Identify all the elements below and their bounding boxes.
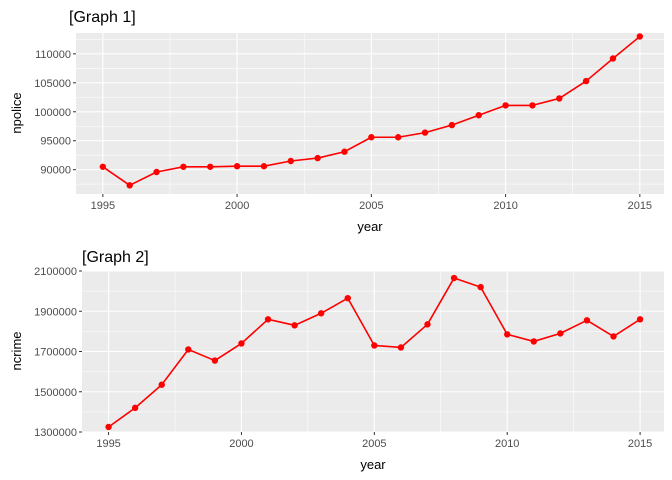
graph-2-series	[105, 274, 644, 431]
graph-2: [Graph 2] 1300000 1500000 1700000 1900000 21…	[9, 249, 664, 472]
data-point	[556, 95, 563, 102]
y-tick-label: 1700000	[34, 347, 77, 359]
data-point	[421, 129, 429, 136]
x-tick-label: 1995	[96, 438, 120, 450]
graph-2-y-axis-title: ncrime	[9, 331, 24, 370]
graph-1-title: [Graph 1]	[69, 9, 136, 26]
data-point	[371, 342, 378, 349]
data-point	[287, 157, 294, 165]
data-point	[99, 163, 107, 170]
y-tick-label: 100000	[34, 107, 71, 119]
y-tick-label: 2100000	[34, 266, 77, 278]
x-tick-label: 2005	[359, 200, 383, 212]
data-point	[394, 134, 402, 141]
x-tick-label: 2010	[493, 200, 517, 212]
graph-1-x-axis-title: year	[357, 219, 383, 234]
data-point	[153, 168, 160, 176]
graph-1-panel	[76, 33, 664, 194]
data-point	[529, 102, 536, 109]
graph-2-gridlines	[82, 270, 664, 433]
data-point	[233, 163, 241, 170]
x-tick-label: 2000	[229, 438, 253, 450]
data-point	[238, 340, 245, 347]
data-point	[583, 317, 591, 324]
x-tick-label: 1995	[91, 200, 115, 212]
y-tick-label: 105000	[34, 78, 71, 90]
graph-1: [Graph 1] 90000 95000 100000 105000 110000 1…	[9, 9, 664, 234]
data-point	[291, 322, 298, 329]
x-tick-label: 2005	[362, 438, 386, 450]
graph-1-series	[99, 33, 644, 189]
x-tick-label: 2000	[225, 200, 249, 212]
data-point	[610, 333, 617, 340]
data-point	[158, 381, 165, 388]
graph-1-gridlines	[76, 33, 664, 194]
data-point	[636, 316, 644, 323]
data-point	[502, 102, 509, 109]
data-point	[260, 163, 268, 170]
data-point	[448, 121, 456, 129]
y-tick-label: 1900000	[34, 306, 77, 318]
data-point	[314, 154, 321, 162]
graph-1-y-axis-title: npolice	[9, 92, 24, 133]
data-point	[211, 357, 219, 364]
data-point	[424, 321, 431, 328]
graph-1-y-axis: 90000 95000 100000 105000 110000	[34, 49, 76, 177]
x-tick-label: 2015	[628, 200, 652, 212]
graph-1-x-axis: 1995 2000 2005 2010 2015	[91, 194, 652, 212]
y-tick-label: 1500000	[34, 387, 77, 399]
data-point	[180, 163, 187, 170]
graph-2-y-axis: 1300000 1500000 1700000 1900000 2100000	[34, 266, 82, 439]
x-tick-label: 2015	[628, 438, 652, 450]
data-point	[504, 331, 511, 338]
data-point	[105, 423, 112, 431]
data-point	[475, 112, 482, 119]
graph-2-x-axis-title: year	[360, 457, 386, 472]
data-point	[126, 182, 133, 189]
data-point	[341, 148, 348, 155]
data-point	[264, 316, 272, 323]
data-point	[207, 163, 214, 170]
data-point	[344, 294, 351, 302]
data-point	[317, 310, 325, 317]
data-point	[397, 344, 405, 351]
data-point	[609, 55, 617, 62]
data-point	[530, 338, 537, 345]
x-tick-label: 2010	[495, 438, 519, 450]
graph-2-title: [Graph 2]	[82, 249, 149, 266]
data-point	[636, 33, 644, 40]
graph-2-x-axis: 1995 2000 2005 2010 2015	[96, 432, 652, 450]
data-point	[450, 274, 458, 282]
data-point	[131, 404, 139, 412]
data-point	[557, 330, 564, 337]
data-point	[582, 77, 590, 85]
y-tick-label: 1300000	[34, 427, 77, 439]
data-point	[477, 283, 484, 291]
y-tick-label: 95000	[40, 136, 71, 148]
y-tick-label: 90000	[40, 165, 71, 177]
y-tick-label: 110000	[35, 49, 71, 61]
data-point	[368, 134, 375, 141]
data-point	[185, 346, 192, 353]
